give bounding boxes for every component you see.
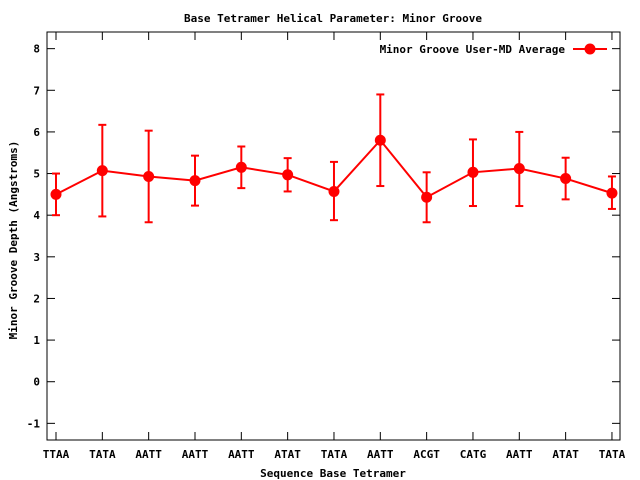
- error-bars: [52, 93, 616, 224]
- y-axis: -1 0 1 2 3 4 5 6 7 8: [27, 43, 620, 430]
- y-tick-label: 7: [33, 84, 40, 97]
- legend-marker: [584, 43, 596, 55]
- y-tick-label: -1: [27, 417, 41, 430]
- data-point: [328, 185, 340, 197]
- y-tick-label: 4: [33, 209, 40, 222]
- data-point: [421, 191, 433, 203]
- y-tick-label: 1: [33, 334, 40, 347]
- y-axis-label: Minor Groove Depth (Angstroms): [7, 141, 20, 340]
- plot-frame: [46, 31, 621, 441]
- x-tick-label: AATT: [182, 448, 209, 461]
- data-point: [235, 161, 247, 173]
- data-point: [606, 187, 618, 199]
- y-tick-label: 5: [33, 168, 40, 181]
- data-point: [560, 173, 572, 185]
- x-axis: TTAA TATA AATT AATT AATT ATAT TATA AATT ACGT CATG…: [43, 32, 626, 461]
- legend: Minor Groove User-MD Average: [380, 43, 607, 56]
- y-tick-label: 2: [33, 292, 40, 305]
- x-tick-label: AATT: [135, 448, 162, 461]
- legend-label: Minor Groove User-MD Average: [380, 43, 566, 56]
- x-tick-label: TTAA: [43, 448, 70, 461]
- data-point: [374, 134, 386, 146]
- series-minor-groove: [50, 134, 618, 203]
- chart-title: Base Tetramer Helical Parameter: Minor G…: [184, 12, 482, 25]
- data-point: [96, 165, 108, 177]
- data-point: [143, 170, 155, 182]
- y-tick-label: 0: [33, 376, 40, 389]
- data-point: [282, 169, 294, 181]
- data-point: [189, 175, 201, 187]
- y-tick-label: 3: [33, 251, 40, 264]
- x-tick-label: TATA: [599, 448, 626, 461]
- x-tick-label: ACGT: [413, 448, 440, 461]
- x-tick-label: AATT: [506, 448, 533, 461]
- x-tick-label: CATG: [460, 448, 487, 461]
- y-tick-label: 6: [33, 126, 40, 139]
- x-axis-label: Sequence Base Tetramer: [260, 467, 406, 480]
- x-tick-label: ATAT: [274, 448, 301, 461]
- x-tick-label: TATA: [321, 448, 348, 461]
- data-point: [50, 188, 62, 200]
- x-tick-label: AATT: [228, 448, 255, 461]
- y-tick-label: 8: [33, 43, 40, 56]
- x-tick-label: ATAT: [552, 448, 579, 461]
- data-point: [513, 163, 525, 175]
- x-tick-label: TATA: [89, 448, 116, 461]
- x-tick-label: AATT: [367, 448, 394, 461]
- data-point: [467, 166, 479, 178]
